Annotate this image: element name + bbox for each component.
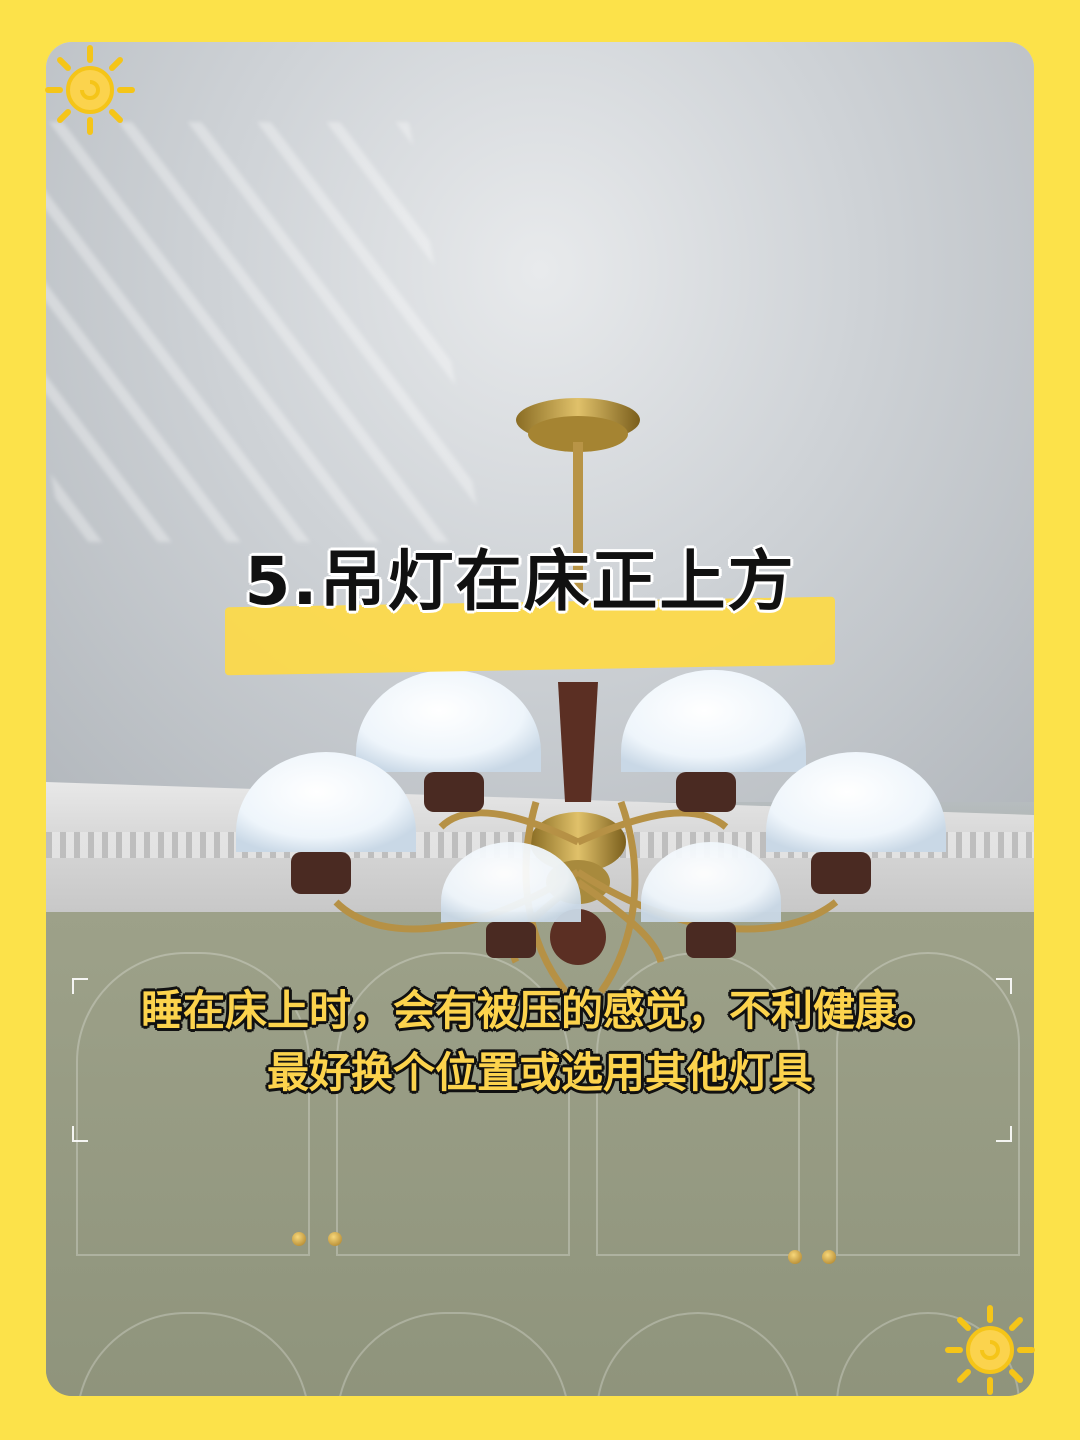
cabinet-panel	[76, 952, 310, 1256]
caption-block: 睡在床上时，会有被压的感觉，不利健康。 最好换个位置或选用其他灯具	[60, 980, 1020, 1140]
glass-shade	[621, 669, 806, 772]
cabinet-panel	[836, 952, 1020, 1256]
shade-holder	[424, 772, 484, 812]
corner-bracket	[72, 1126, 88, 1142]
caption-line-1: 睡在床上时，会有被压的感觉，不利健康。	[140, 986, 939, 1035]
title-block: 5.吊灯在床正上方	[185, 520, 855, 676]
chandelier	[236, 398, 946, 995]
glass-shade	[356, 669, 541, 772]
glass-shade	[236, 752, 416, 852]
glass-shade	[641, 842, 781, 922]
sun-icon	[45, 45, 135, 135]
shade-holder	[686, 922, 736, 958]
wooden-finial	[550, 909, 606, 965]
corner-bracket	[72, 978, 88, 994]
shade-holder	[676, 772, 736, 812]
cabinet-knob	[328, 1232, 342, 1246]
shade-holder	[486, 922, 536, 958]
wardrobe-wall	[46, 912, 1034, 1396]
cabinet-knob	[292, 1232, 306, 1246]
cabinet-knob	[788, 1250, 802, 1264]
corner-bracket	[996, 978, 1012, 994]
wooden-stem	[558, 682, 598, 802]
caption-line-2: 最好换个位置或选用其他灯具	[266, 1048, 813, 1097]
chandelier-photo	[46, 42, 1034, 1396]
shade-holder	[291, 852, 351, 894]
cabinet-knob	[822, 1250, 836, 1264]
corner-bracket	[996, 1126, 1012, 1142]
chain	[573, 442, 583, 592]
sun-icon	[945, 1305, 1035, 1395]
shade-holder	[811, 852, 871, 894]
glass-shade	[441, 842, 581, 922]
page-title: 5.吊灯在床正上方	[244, 543, 796, 620]
glass-shade	[766, 752, 946, 852]
cabinet-panel	[336, 952, 570, 1256]
